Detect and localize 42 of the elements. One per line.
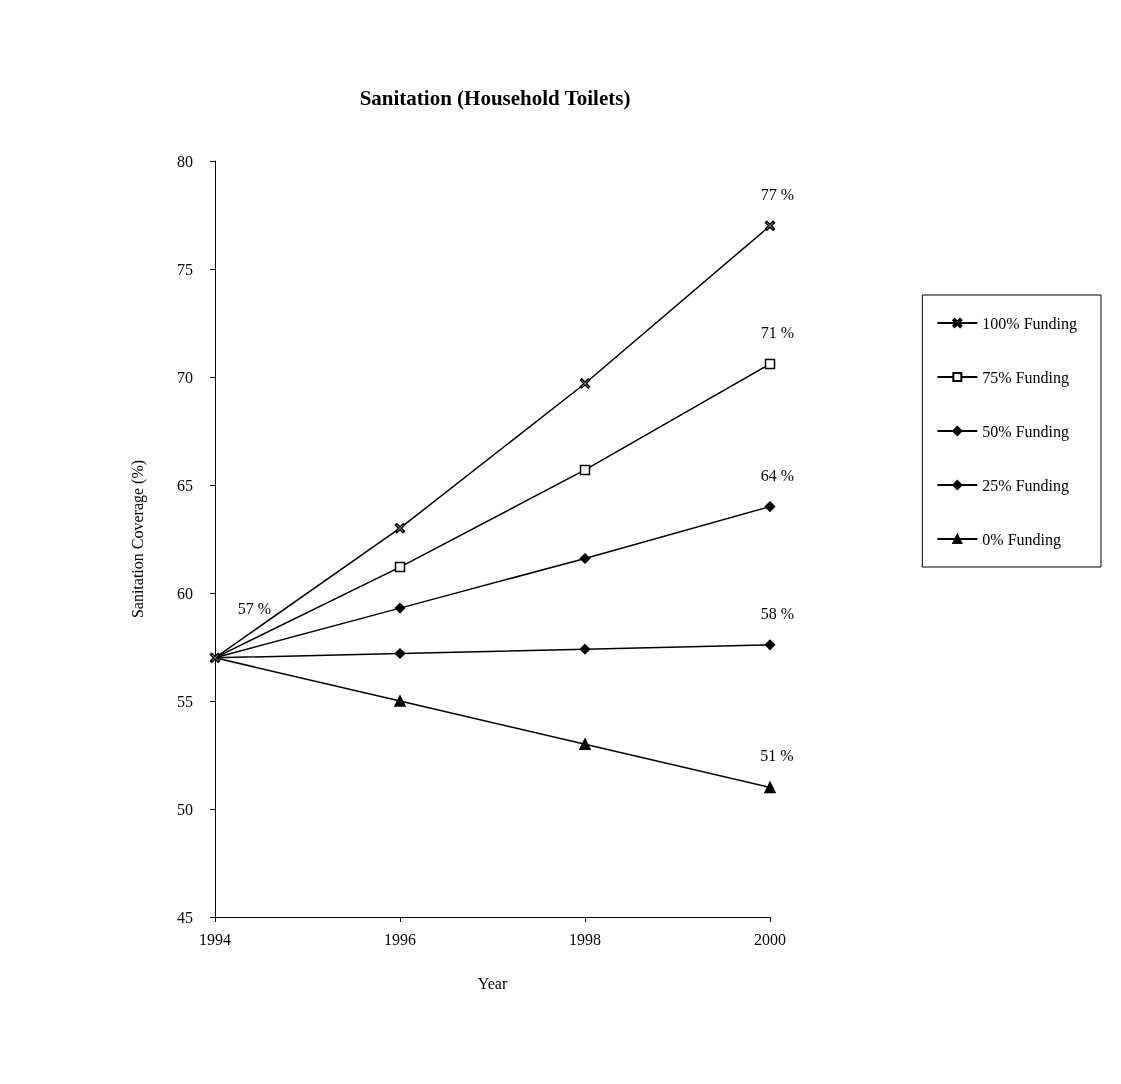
point [394, 602, 406, 614]
point [394, 648, 406, 659]
y-tick-label: 55 [177, 692, 193, 710]
point [764, 501, 776, 512]
x-tick-label: 1996 [384, 930, 416, 948]
point [764, 358, 776, 370]
y-tick-label: 70 [177, 368, 193, 386]
point [579, 553, 591, 564]
y-axis-title: Sanitation Coverage (%) [128, 459, 147, 619]
point [394, 522, 406, 534]
point [394, 561, 406, 573]
point [764, 639, 776, 651]
point [764, 220, 776, 232]
y-tick-label: 45 [177, 908, 193, 926]
data-label: 51 % [760, 747, 794, 765]
data-label: 58 % [760, 605, 795, 623]
y-tick-label: 60 [177, 584, 193, 602]
data-label: 77 % [760, 186, 795, 204]
legend-label: 50% Funding [982, 422, 1069, 441]
x-tick-label: 2000 [754, 930, 786, 948]
data-label: 57 % [237, 600, 272, 618]
point [394, 695, 406, 707]
point [579, 464, 591, 476]
data-label: 71 % [760, 324, 795, 342]
x-tick-label: 1998 [569, 930, 601, 948]
point [579, 643, 591, 655]
y-tick-label: 50 [177, 800, 193, 818]
legend-label: 0% Funding [982, 530, 1061, 549]
point [579, 738, 591, 750]
point [209, 652, 221, 664]
y-tick-label: 75 [177, 260, 193, 278]
legend-label: 75% Funding [982, 368, 1069, 387]
legend-label: 100% Funding [982, 314, 1077, 333]
legend-label: 25% Funding [982, 476, 1069, 495]
x-axis-title: Year [477, 974, 508, 992]
x-tick-label: 1994 [199, 930, 231, 948]
point [579, 378, 591, 389]
chart-title: Sanitation (Household Toilets) [359, 85, 631, 110]
point [764, 781, 776, 794]
data-label: 64 % [760, 466, 795, 484]
y-tick-label: 80 [177, 152, 193, 170]
y-tick-label: 65 [177, 476, 193, 494]
